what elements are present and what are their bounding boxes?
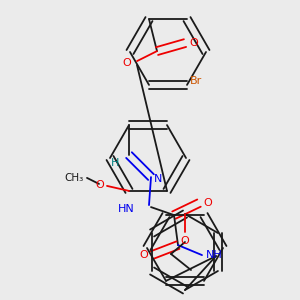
Text: O: O (123, 58, 131, 68)
Text: NH: NH (206, 250, 223, 260)
Text: O: O (203, 198, 212, 208)
Text: HN: HN (118, 204, 135, 214)
Text: O: O (139, 250, 148, 260)
Text: Br: Br (190, 76, 202, 86)
Text: CH₃: CH₃ (65, 173, 84, 183)
Text: H: H (111, 158, 119, 168)
Text: O: O (95, 180, 104, 190)
Text: O: O (189, 38, 198, 48)
Text: O: O (181, 236, 189, 246)
Text: N: N (154, 174, 162, 184)
